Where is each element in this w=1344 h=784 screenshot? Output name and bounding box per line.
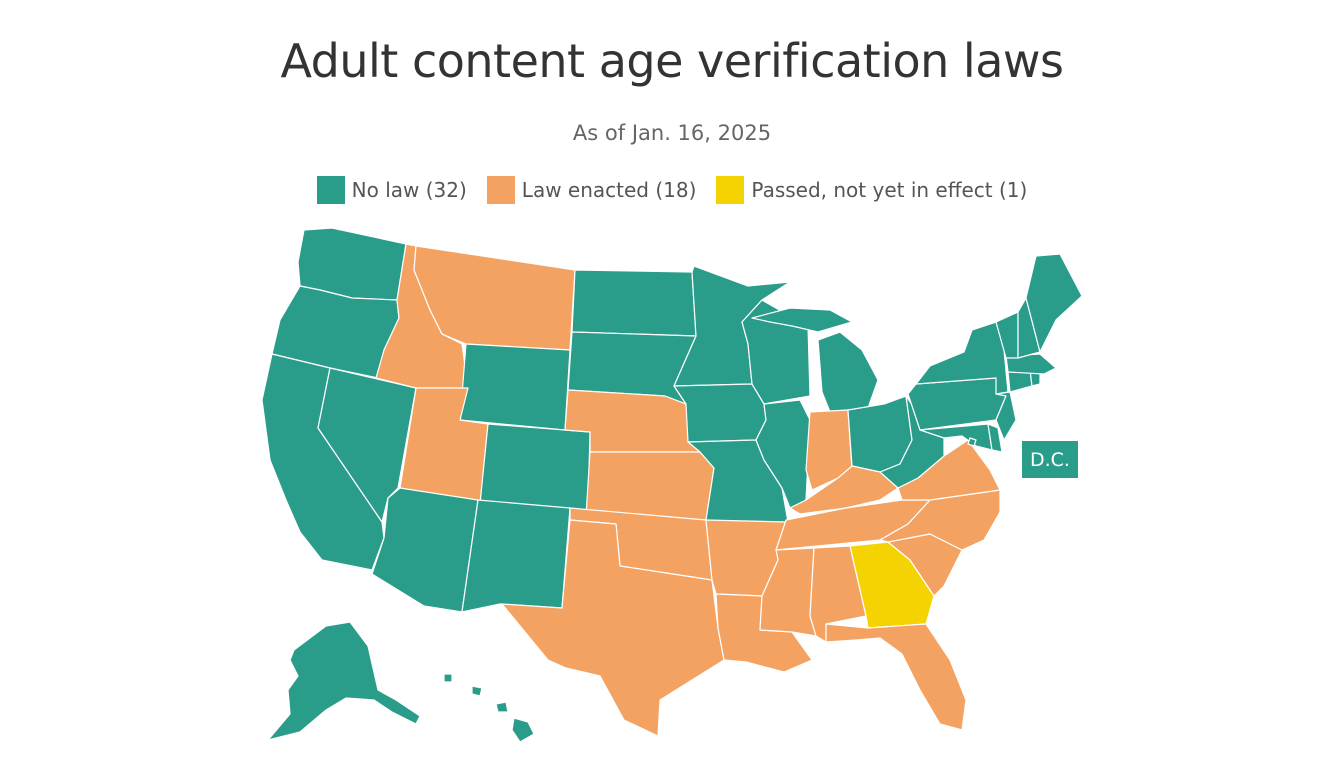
state-michigan[interactable] <box>817 331 879 413</box>
legend-item-no-law: No law (32) <box>316 176 467 204</box>
state-texas[interactable] <box>501 519 725 737</box>
map-title: Adult content age verification laws <box>280 34 1064 88</box>
legend: No law (32) Law enacted (18) Passed, not… <box>0 176 1344 204</box>
state-florida[interactable] <box>825 623 967 731</box>
state-pennsylvania[interactable] <box>907 377 1007 431</box>
state-dc[interactable] <box>967 437 977 447</box>
state-north-carolina[interactable] <box>879 489 1001 551</box>
state-hawaii-main[interactable] <box>511 717 535 743</box>
state-michigan-upper[interactable] <box>751 307 853 333</box>
state-maine[interactable] <box>1025 253 1083 353</box>
state-new-mexico[interactable] <box>461 499 571 613</box>
state-north-dakota[interactable] <box>571 269 697 337</box>
state-hawaii-maui[interactable] <box>495 701 509 713</box>
legend-swatch-passed <box>716 176 745 204</box>
state-massachusetts[interactable] <box>1005 353 1057 375</box>
dc-callout: D.C. <box>1022 441 1078 478</box>
state-colorado[interactable] <box>479 423 591 511</box>
legend-item-law-enacted: Law enacted (18) <box>486 176 697 204</box>
state-illinois[interactable] <box>755 399 811 509</box>
legend-label-law-enacted: Law enacted (18) <box>521 178 697 202</box>
state-kansas[interactable] <box>585 451 715 521</box>
state-wyoming[interactable] <box>459 343 571 431</box>
state-hawaii-oahu[interactable] <box>471 685 483 697</box>
state-arizona[interactable] <box>371 487 479 613</box>
state-delaware[interactable] <box>987 423 1003 453</box>
state-iowa[interactable] <box>673 383 767 443</box>
state-alaska[interactable] <box>267 621 421 741</box>
legend-item-passed: Passed, not yet in effect (1) <box>716 176 1027 204</box>
map-subtitle: As of Jan. 16, 2025 <box>572 121 772 145</box>
legend-label-passed: Passed, not yet in effect (1) <box>751 178 1028 202</box>
legend-label-no-law: No law (32) <box>351 178 467 202</box>
legend-swatch-no-law <box>316 176 345 204</box>
state-hawaii-kauai[interactable] <box>443 673 453 683</box>
legend-swatch-law-enacted <box>486 176 515 204</box>
